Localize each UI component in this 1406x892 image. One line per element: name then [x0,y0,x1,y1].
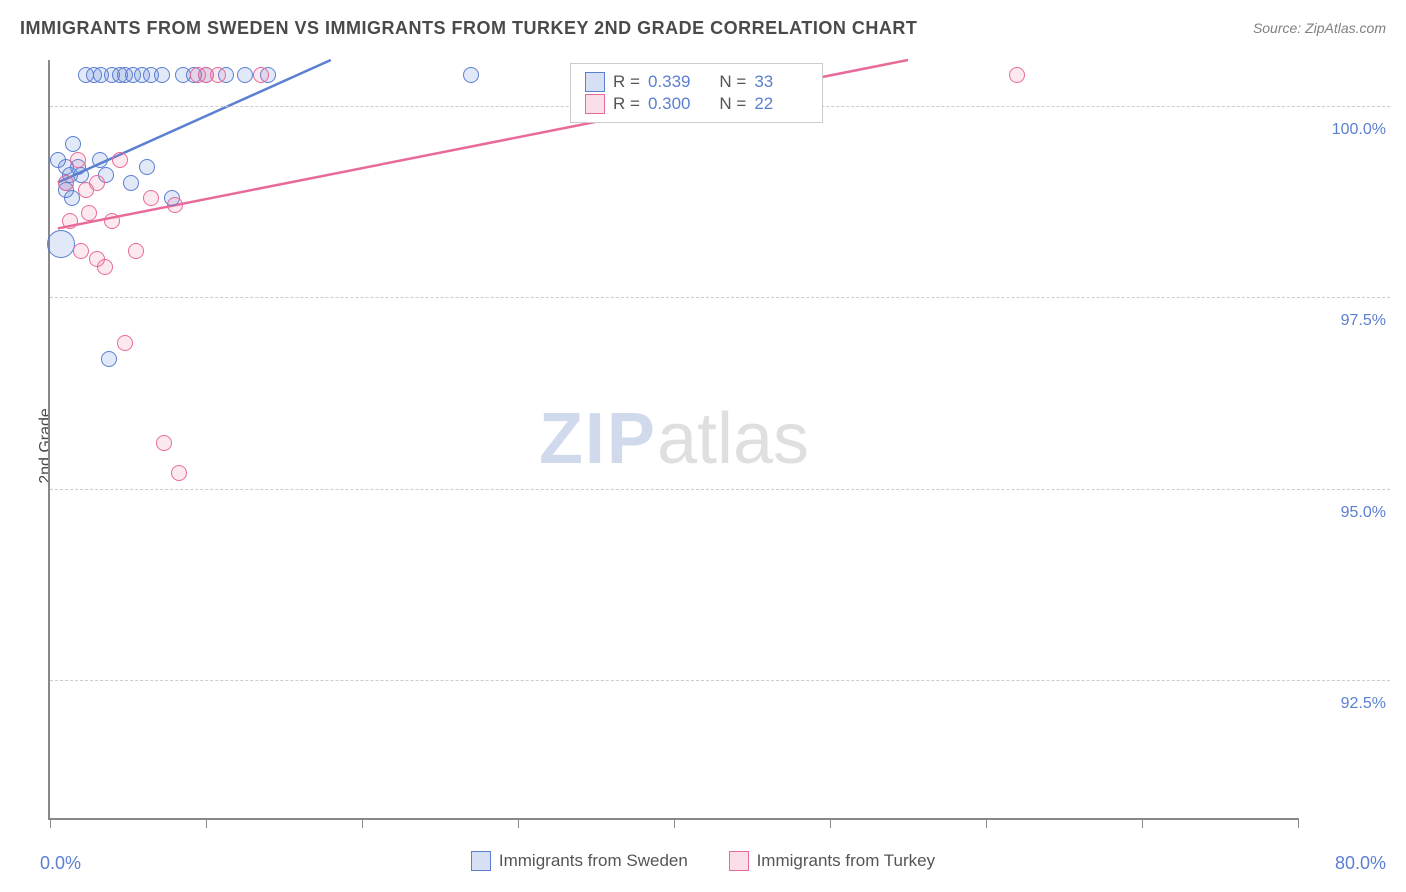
y-tick-label: 97.5% [1341,312,1386,330]
legend-item-turkey: Immigrants from Turkey [729,851,936,871]
x-tick [50,818,51,828]
data-point-turkey [70,152,86,168]
data-point-turkey [73,243,89,259]
data-point-turkey [117,335,133,351]
x-tick [518,818,519,828]
bottom-legend: Immigrants from Sweden Immigrants from T… [0,851,1406,876]
data-point-turkey [210,67,226,83]
data-point-sweden [123,175,139,191]
stats-row-sweden: R = 0.339 N = 33 [585,72,808,92]
y-tick-label: 95.0% [1341,504,1386,522]
legend-item-sweden: Immigrants from Sweden [471,851,688,871]
y-tick-label: 100.0% [1332,121,1386,139]
data-point-turkey [89,175,105,191]
stats-swatch-turkey [585,94,605,114]
x-tick [986,818,987,828]
stats-row-turkey: R = 0.300 N = 22 [585,94,808,114]
data-point-sweden [65,136,81,152]
n-value-turkey: 22 [754,94,808,114]
r-label: R = [613,72,640,92]
data-point-turkey [171,465,187,481]
gridline [50,297,1390,298]
data-point-turkey [104,213,120,229]
x-tick [362,818,363,828]
legend-swatch-turkey [729,851,749,871]
r-value-turkey: 0.300 [648,94,702,114]
data-point-turkey [112,152,128,168]
regression-lines [50,60,1298,818]
chart-plot-area: ZIPatlas 92.5%95.0%97.5%100.0%R = 0.339 … [48,60,1298,820]
data-point-sweden [101,351,117,367]
data-point-turkey [1009,67,1025,83]
n-label: N = [710,94,746,114]
x-tick [1298,818,1299,828]
data-point-turkey [128,243,144,259]
x-tick [830,818,831,828]
data-point-turkey [81,205,97,221]
source-label: Source: ZipAtlas.com [1253,20,1386,36]
r-label: R = [613,94,640,114]
data-point-turkey [167,197,183,213]
r-value-sweden: 0.339 [648,72,702,92]
x-tick [206,818,207,828]
data-point-sweden [463,67,479,83]
n-label: N = [710,72,746,92]
n-value-sweden: 33 [754,72,808,92]
y-tick-label: 92.5% [1341,695,1386,713]
data-point-turkey [58,175,74,191]
data-point-turkey [62,213,78,229]
data-point-turkey [156,435,172,451]
data-point-sweden [154,67,170,83]
stats-swatch-sweden [585,72,605,92]
gridline [50,680,1390,681]
gridline [50,489,1390,490]
data-point-turkey [97,259,113,275]
data-point-sweden [73,167,89,183]
data-point-turkey [253,67,269,83]
legend-swatch-sweden [471,851,491,871]
x-tick [1142,818,1143,828]
stats-legend: R = 0.339 N = 33R = 0.300 N = 22 [570,63,823,123]
data-point-sweden [237,67,253,83]
legend-label-turkey: Immigrants from Turkey [757,851,936,871]
chart-title: IMMIGRANTS FROM SWEDEN VS IMMIGRANTS FRO… [20,18,917,38]
data-point-sweden [139,159,155,175]
legend-label-sweden: Immigrants from Sweden [499,851,688,871]
data-point-sweden [92,152,108,168]
x-tick [674,818,675,828]
data-point-turkey [143,190,159,206]
data-point-sweden [47,230,75,258]
